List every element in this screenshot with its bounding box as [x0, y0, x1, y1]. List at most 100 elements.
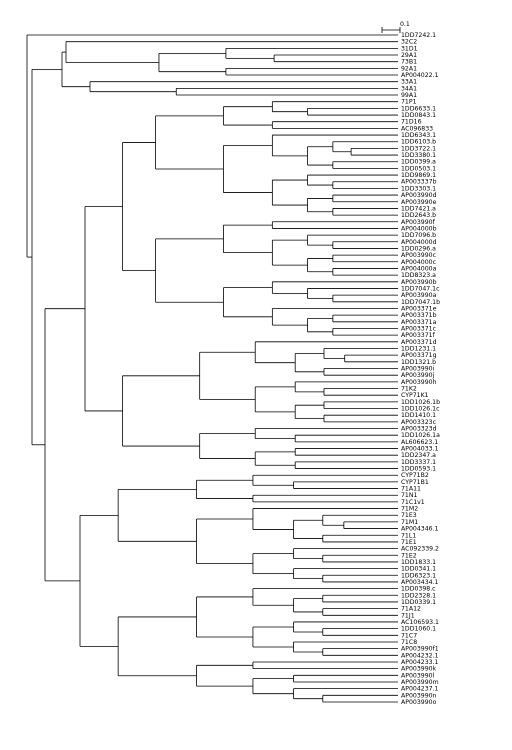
leaf-label: 71K2 — [401, 386, 417, 393]
leaf-label: AP003990d — [401, 192, 437, 199]
leaf-label: 71L1 — [401, 532, 416, 539]
leaf-label: AP003990j — [401, 372, 435, 379]
leaf-label: 71E1 — [401, 539, 417, 546]
leaf-label: AP004237.1 — [401, 686, 439, 693]
leaf-label: 1DD0296.a — [401, 245, 436, 252]
leaf-label: 1DD0399.a — [401, 159, 436, 166]
leaf-label: AP003337b — [401, 179, 437, 186]
leaf-label: 1DD2347.a — [401, 452, 436, 459]
leaf-label: 71C1v1 — [401, 499, 425, 506]
leaf-label: AP003990c — [401, 252, 437, 259]
scale-label: 0.1 — [400, 21, 410, 28]
leaf-label: 1DD0593.1 — [401, 466, 436, 473]
leaf-label: AP003323d — [401, 426, 437, 433]
leaf-label: AP004232.1 — [401, 652, 439, 659]
leaf-label: 99A1 — [401, 92, 417, 99]
leaf-label: AL606623.1 — [401, 439, 438, 446]
leaf-label: AC106593.1 — [401, 619, 439, 626]
leaf-label: 71C8 — [401, 639, 417, 646]
leaf-label: AP003990l — [401, 672, 435, 679]
leaf-label: 1DD8323.a — [401, 272, 436, 279]
leaf-label: 29A1 — [401, 52, 417, 59]
leaf-label: 71E2 — [401, 552, 417, 559]
leaf-label: 1DD0843.1 — [401, 112, 436, 119]
leaf-label: 1DD1026.1b — [401, 399, 440, 406]
leaf-label: 1DD0341.1 — [401, 566, 436, 573]
leaf-label: 71D16 — [401, 119, 422, 126]
leaf-label: 1DD7047.1c — [401, 285, 440, 292]
leaf-label: AP003371c — [401, 325, 437, 332]
leaf-label: 1DD7421.a — [401, 205, 436, 212]
leaf-label: 92A1 — [401, 65, 417, 72]
leaf-label: 1DD1321.b — [401, 359, 436, 366]
leaf-label: AP003990h — [401, 379, 437, 386]
leaf-label: AP004000a — [401, 265, 437, 272]
leaf-label: 1DD6103.b — [401, 139, 436, 146]
leaf-label: AP004346.1 — [401, 526, 439, 533]
leaf-label: 31D1 — [401, 45, 418, 52]
leaf-label: 1DD3722.1 — [401, 145, 436, 152]
leaf-label: AP003990a — [401, 292, 437, 299]
leaf-label: AP004033.1 — [401, 446, 439, 453]
leaf-label: 1DD6343.1 — [401, 132, 436, 139]
leaf-label: 1DD3337.1 — [401, 459, 436, 466]
leaf-label: AP004000c — [401, 259, 437, 266]
leaf-label: 71J1 — [401, 612, 415, 619]
leaf-label: 71M1 — [401, 519, 418, 526]
leaf-label: AP003990k — [401, 666, 437, 673]
leaf-label: 1DD1026.1a — [401, 432, 440, 439]
leaf-label: 1DD7242.1 — [401, 32, 436, 39]
leaf-label: 1DD2328.1 — [401, 592, 436, 599]
leaf-label: AP003371b — [401, 312, 437, 319]
leaf-label: 71C7 — [401, 632, 417, 639]
leaf-label: AP003990o — [401, 699, 437, 706]
leaf-label: AP003434.1 — [401, 579, 439, 586]
leaf-label: 1DD2643.b — [401, 212, 436, 219]
leaf-label: AP003371a — [401, 319, 437, 326]
leaf-label: 71N1 — [401, 492, 418, 499]
leaf-label: 1DD7096.b — [401, 232, 436, 239]
leaf-label: 1DD1060.1 — [401, 626, 436, 633]
leaf-label: 33A1 — [401, 79, 417, 86]
leaf-label: 71A11 — [401, 486, 421, 493]
leaf-label: 1DD1231.1 — [401, 345, 436, 352]
leaf-label: CYP71B2 — [401, 472, 429, 479]
leaf-label: 1DD0503.1 — [401, 165, 436, 172]
leaf-label: AP003371d — [401, 339, 437, 346]
leaf-label: AP003990b — [401, 279, 437, 286]
leaf-label: CYP71K1 — [401, 392, 429, 399]
leaf-label: 1DD3380.1 — [401, 152, 436, 159]
leaf-label: 71M2 — [401, 506, 418, 513]
leaf-label: AP003990f — [401, 219, 436, 226]
leaf-label: AP004000d — [401, 239, 437, 246]
leaf-label: 1DD9869.1 — [401, 172, 436, 179]
leaf-label: 1DD6323.1 — [401, 572, 436, 579]
leaf-label: 1DD3303.1 — [401, 185, 436, 192]
leaf-label: AP003371e — [401, 305, 437, 312]
leaf-label: CYP71B1 — [401, 479, 429, 486]
leaf-label: 1DD1410.1 — [401, 412, 436, 419]
leaf-label: 71A12 — [401, 606, 421, 613]
leaf-label: 73B1 — [401, 59, 417, 66]
leaf-label: AP003990i — [401, 366, 435, 373]
leaf-label: AP003323c — [401, 419, 437, 426]
leaf-label: AP003371g — [401, 352, 437, 359]
leaf-label: 71E3 — [401, 512, 417, 519]
leaf-label: 32C2 — [401, 39, 417, 46]
leaf-label: AP004000b — [401, 225, 437, 232]
leaf-label: AP003990m — [401, 679, 439, 686]
leaf-label: AC096833 — [401, 125, 433, 132]
leaf-label: AP003990f1 — [401, 646, 439, 653]
leaf-label: AP003990e — [401, 199, 437, 206]
leaf-label: 1DD1026.1c — [401, 406, 440, 413]
leaf-label: 34A1 — [401, 85, 417, 92]
leaf-label: 1DD1833.1 — [401, 559, 436, 566]
leaf-label: AP004022.1 — [401, 72, 439, 79]
leaf-label: AP003371f — [401, 332, 436, 339]
leaf-label: 1DD6633.1 — [401, 105, 436, 112]
leaf-label: AP004233.1 — [401, 659, 439, 666]
leaf-label: 71P1 — [401, 99, 417, 106]
leaf-label: AP003990n — [401, 692, 437, 699]
leaf-label: AC092339.2 — [401, 546, 439, 553]
